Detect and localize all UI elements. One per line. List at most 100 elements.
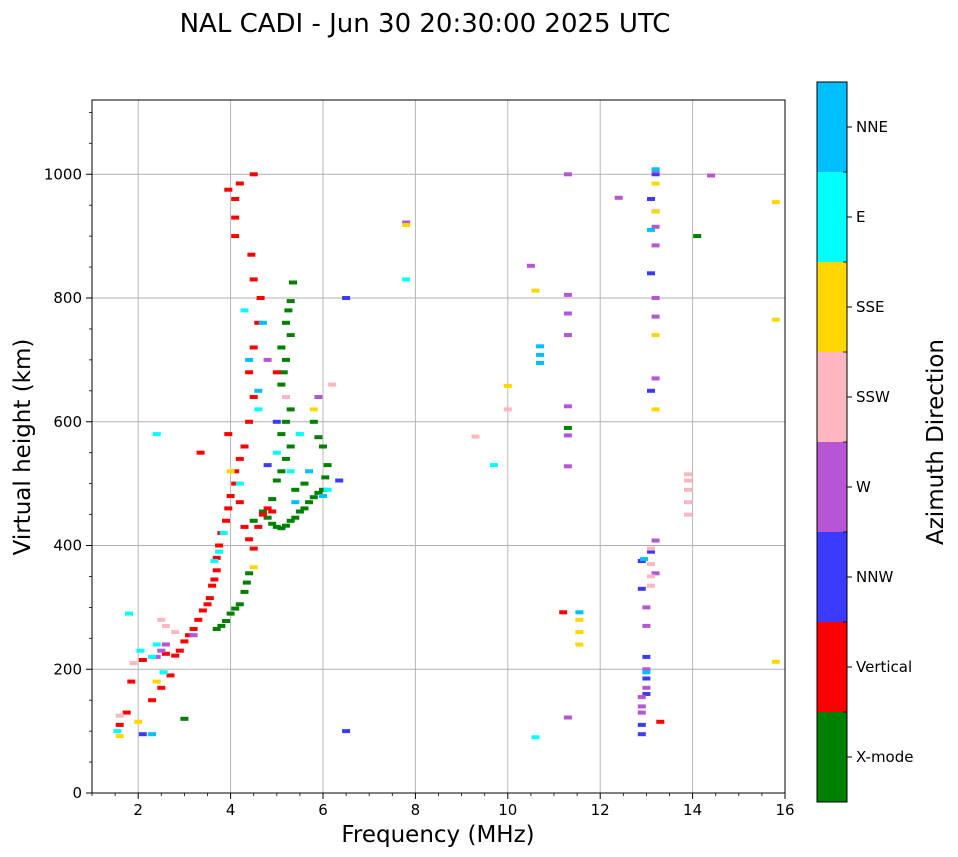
point-vertical xyxy=(254,524,263,529)
point-sse xyxy=(651,333,660,338)
colorbar-tick-label: W xyxy=(856,478,871,496)
colorbar-tick-label: NNE xyxy=(856,118,888,136)
point-x-mode xyxy=(263,515,272,520)
point-ssw xyxy=(471,434,480,439)
point-x-mode xyxy=(268,521,277,526)
point-e xyxy=(159,670,168,675)
point-w xyxy=(651,314,660,319)
point-w xyxy=(563,172,572,177)
point-nne xyxy=(536,352,545,357)
point-x-mode xyxy=(240,589,249,594)
point-vertical xyxy=(198,608,207,613)
point-x-mode xyxy=(222,619,230,623)
point-sse xyxy=(309,407,318,412)
point-vertical xyxy=(148,698,157,703)
point-vertical xyxy=(268,509,277,514)
point-vertical xyxy=(235,456,244,461)
point-sse xyxy=(575,630,584,635)
point-vertical xyxy=(240,524,249,529)
point-w xyxy=(189,633,198,638)
point-vertical xyxy=(249,546,258,551)
chart-title: NAL CADI - Jun 30 20:30:00 2025 UTC xyxy=(180,9,671,39)
x-tick-label: 8 xyxy=(411,801,421,819)
point-x-mode xyxy=(286,444,295,449)
point-w xyxy=(651,571,660,576)
x-tick-label: 14 xyxy=(683,801,702,819)
point-x-mode xyxy=(217,623,226,628)
point-x-mode xyxy=(291,515,300,520)
point-vertical xyxy=(161,651,170,656)
point-nne xyxy=(575,610,584,615)
colorbar-segment-w xyxy=(817,442,847,532)
colorbar-border xyxy=(816,81,848,803)
point-vertical xyxy=(224,506,233,511)
point-e xyxy=(210,559,219,563)
point-w xyxy=(314,395,323,399)
point-x-mode xyxy=(231,606,240,611)
point-x-mode xyxy=(282,320,290,325)
x-axis: 2 4 6 8 10 12 14 16 xyxy=(91,793,795,819)
point-nne xyxy=(258,320,267,325)
point-vertical xyxy=(166,673,175,678)
point-x-mode xyxy=(282,419,290,424)
point-vertical xyxy=(203,602,212,607)
point-nne xyxy=(254,388,263,393)
point-e xyxy=(152,642,161,647)
point-vertical xyxy=(224,187,233,192)
point-x-mode xyxy=(277,345,286,350)
point-ssw xyxy=(282,395,290,399)
point-nnw xyxy=(647,271,655,276)
point-nne xyxy=(642,670,651,675)
point-e xyxy=(152,432,161,437)
point-x-mode xyxy=(277,469,286,474)
point-w xyxy=(563,311,572,316)
point-ssw xyxy=(684,478,692,483)
point-w xyxy=(642,623,651,628)
point-x-mode xyxy=(319,487,327,492)
point-x-mode xyxy=(305,500,314,505)
point-w xyxy=(637,710,646,715)
point-e xyxy=(219,531,228,536)
point-sse xyxy=(651,209,660,214)
colorbar-segment-nne xyxy=(817,82,847,172)
point-w xyxy=(563,333,572,338)
y-axis-label: Virtual height (km) xyxy=(10,339,36,556)
point-vertical xyxy=(235,500,244,505)
point-e xyxy=(323,487,332,492)
point-w xyxy=(651,224,660,229)
point-vertical xyxy=(171,653,180,658)
point-w xyxy=(161,642,170,647)
point-x-mode xyxy=(279,370,288,375)
point-vertical xyxy=(212,568,221,573)
y-axis: 0 200 400 600 800 1000 xyxy=(44,111,92,802)
point-vertical xyxy=(222,518,230,523)
point-nnw xyxy=(637,586,646,591)
point-sse xyxy=(249,565,258,570)
point-w xyxy=(563,292,572,297)
point-nne xyxy=(536,344,545,349)
point-vertical xyxy=(249,395,258,399)
point-vertical xyxy=(196,450,205,455)
point-x-mode xyxy=(277,432,286,437)
point-sse xyxy=(115,734,124,739)
colorbar-tick-label: SSE xyxy=(856,298,885,316)
point-sse xyxy=(771,200,780,205)
point-vertical xyxy=(249,172,258,177)
point-vertical xyxy=(194,617,203,622)
point-x-mode xyxy=(563,425,572,430)
point-x-mode xyxy=(300,506,309,511)
colorbar-segment-nnw xyxy=(817,532,847,622)
point-e xyxy=(489,463,498,468)
point-nnw xyxy=(642,676,651,681)
colorbar-tick-label: NNW xyxy=(856,568,893,586)
point-sse xyxy=(152,679,161,684)
colorbar-segment-vertical xyxy=(817,622,847,712)
point-e xyxy=(402,277,411,282)
point-x-mode xyxy=(309,495,318,500)
point-sse xyxy=(575,617,584,622)
point-vertical xyxy=(249,345,258,350)
point-nnw xyxy=(637,722,646,727)
point-e xyxy=(531,735,540,740)
point-vertical xyxy=(256,296,265,300)
colorbar-segment-e xyxy=(817,172,847,262)
